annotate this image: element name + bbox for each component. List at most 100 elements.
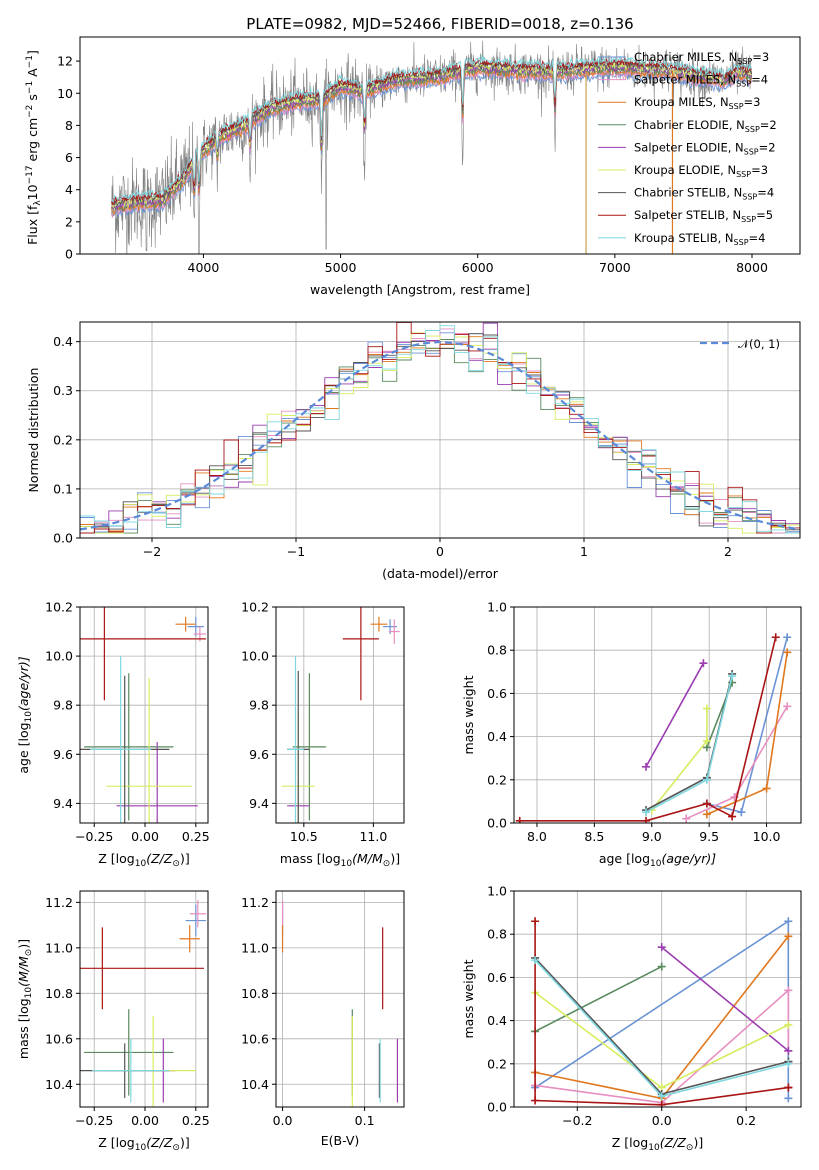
- y-tick-label: 0.0: [487, 816, 507, 831]
- y-tick-label: 10.2: [241, 600, 269, 615]
- x-tick-label: 2: [724, 544, 732, 559]
- y-tick-label: 10.4: [45, 1077, 73, 1092]
- x-tick-label: 7000: [599, 260, 631, 275]
- x-tick-label: 0.25: [182, 829, 210, 844]
- y-tick-label: 10.6: [45, 1031, 73, 1046]
- age-vs-metallicity-panel: −0.25 0.00 0.25 9.4 9.6 9.8 10.0 10.2 Z [log10(Z…: [16, 600, 210, 870]
- series-marker-chabrier_miles: [737, 808, 746, 817]
- y-tick-label: 0.8: [487, 927, 507, 942]
- legend-entry: Chabrier ELODIE, NSSP=2: [634, 118, 777, 134]
- axes-frame: [513, 606, 802, 824]
- series-marker-kroupa_miles: [702, 810, 711, 819]
- x-tick-label: 0.25: [182, 1113, 210, 1128]
- series-marker-chabrier_miles: [783, 633, 792, 642]
- y-tick-label: 0.4: [487, 1013, 507, 1028]
- x-axis-label: Z [log10(Z/Z⊙)]: [98, 851, 189, 869]
- series-marker-salpeter_stelib: [515, 816, 524, 823]
- legend-entry: Chabrier STELIB, NSSP=4: [634, 186, 774, 202]
- x-tick-label: −0.2: [562, 1113, 592, 1128]
- series-marker-salpeter_stelib: [784, 1083, 793, 1092]
- x-tick-label: 9.0: [642, 829, 662, 844]
- legend-entry: Salpeter STELIB, NSSP=5: [634, 208, 773, 224]
- x-axis-label: age [log10(age/yr)]: [599, 851, 716, 869]
- y-tick-label: 1.0: [487, 600, 507, 615]
- series-marker-kroupa_stelib: [728, 672, 737, 681]
- x-tick-label: 0.0: [273, 1113, 293, 1128]
- y-tick-label: 10.8: [45, 986, 73, 1001]
- y-tick-label: 0.6: [487, 970, 507, 985]
- legend-entry: 𝒩(0, 1): [738, 337, 780, 351]
- y-tick-label: 8: [65, 118, 73, 133]
- y-axis-label: age [log10(age/yr)]: [16, 656, 34, 773]
- y-tick-label: 0.2: [487, 1056, 507, 1071]
- series-marker-chabrier_elodie: [657, 962, 666, 971]
- x-tick-label: 0.0: [652, 1113, 672, 1128]
- x-tick-label: 1: [580, 544, 588, 559]
- mass-vs-metallicity-panel: −0.25 0.00 0.25 10.4 10.6 10.8 11.0 11.2 Z [log1…: [16, 890, 210, 1153]
- series-marker-salpeter_elodie: [657, 943, 666, 952]
- axes-frame: [275, 890, 405, 1108]
- legend-entry: Salpeter ELODIE, NSSP=2: [634, 140, 776, 156]
- axes-frame: [79, 606, 209, 824]
- y-tick-label: 0.4: [53, 334, 73, 349]
- y-tick-label: 11.0: [241, 940, 269, 955]
- x-tick-label: −0.25: [75, 829, 113, 844]
- legend-entry: Chabrier MILES, NSSP=3: [634, 50, 769, 66]
- y-tick-label: 2: [65, 214, 73, 229]
- y-tick-label: 11.0: [45, 940, 73, 955]
- x-tick-label: 4000: [188, 260, 220, 275]
- series-marker-salpeter_miles: [784, 986, 793, 995]
- y-tick-label: 0.8: [487, 643, 507, 658]
- x-axis-label: (data-model)/error: [382, 566, 499, 581]
- y-tick-label: 1.0: [487, 884, 507, 899]
- y-tick-label: 10.0: [241, 649, 269, 664]
- y-axis-label: Flux [fλ10−17 erg cm−2 s−1 A−1]: [25, 50, 43, 245]
- y-tick-label: 10.6: [241, 1031, 269, 1046]
- y-tick-label: 9.4: [249, 796, 269, 811]
- x-axis-label: mass [log10(M/M⊙)]: [280, 851, 400, 869]
- series-line-chabrier_elodie: [534, 965, 663, 1033]
- histogram-kroupa_stelib: [80, 325, 800, 534]
- series-marker-kroupa_miles: [762, 784, 771, 793]
- series-marker-salpeter_miles: [682, 814, 691, 823]
- x-tick-label: 10.5: [290, 829, 318, 844]
- legend-entry: Kroupa MILES, NSSP=3: [634, 95, 760, 111]
- series-line-salpeter_elodie: [645, 662, 705, 768]
- y-tick-label: 6: [65, 150, 73, 165]
- series-marker-salpeter_stelib: [531, 917, 540, 926]
- series-marker-salpeter_elodie: [642, 762, 651, 771]
- series-marker-salpeter_elodie: [699, 659, 708, 668]
- age-vs-mass-panel: 10.5 11.0 9.4 9.6 9.8 10.0 10.2 mass [log10(M/M…: [241, 600, 405, 869]
- y-tick-label: 10.2: [45, 600, 73, 615]
- y-tick-label: 10.4: [241, 1077, 269, 1092]
- series-marker-kroupa_stelib: [642, 808, 651, 817]
- x-tick-label: 11.0: [359, 829, 387, 844]
- series-marker-salpeter_stelib: [657, 1100, 666, 1107]
- x-tick-label: 0.00: [131, 1113, 159, 1128]
- y-tick-label: 0.0: [487, 1100, 507, 1115]
- mass-weight-vs-age-panel: 8.0 8.5 9.0 9.5 10.0 0.0 0.2 0.4 0.6 0.8 1.0 age [l…: [461, 600, 802, 869]
- y-tick-label: 0.3: [53, 383, 73, 398]
- y-tick-label: 10.8: [241, 986, 269, 1001]
- x-tick-label: 0.2: [736, 1113, 756, 1128]
- series-marker-kroupa_elodie: [784, 1020, 793, 1029]
- legend: Chabrier MILES, NSSP=3 Salpeter MILES, NS…: [598, 50, 777, 247]
- x-axis-label: Z [log10(Z/Z⊙)]: [612, 1135, 703, 1153]
- x-tick-label: −0.25: [75, 1113, 113, 1128]
- y-axis-label: mass weight: [461, 959, 476, 1038]
- y-tick-label: 0.1: [53, 481, 73, 496]
- x-tick-label: 10.0: [753, 829, 781, 844]
- series-marker-salpeter_stelib: [728, 812, 737, 821]
- x-tick-label: 0.00: [131, 829, 159, 844]
- y-tick-label: 11.2: [241, 895, 269, 910]
- series-marker-salpeter_miles: [783, 702, 792, 711]
- x-tick-label: 8000: [736, 260, 768, 275]
- y-tick-label: 12: [57, 54, 73, 69]
- series-marker-kroupa_stelib: [531, 956, 540, 965]
- series-marker-salpeter_stelib: [702, 799, 711, 808]
- series-marker-chabrier_miles: [784, 1094, 793, 1103]
- x-tick-label: 6000: [462, 260, 494, 275]
- residuals-histogram-panel: −2 −1 0 1 2 0.0 0.1 0.2 0.3 0.4 (data-model)/error…: [26, 321, 801, 581]
- x-tick-label: 0: [436, 544, 444, 559]
